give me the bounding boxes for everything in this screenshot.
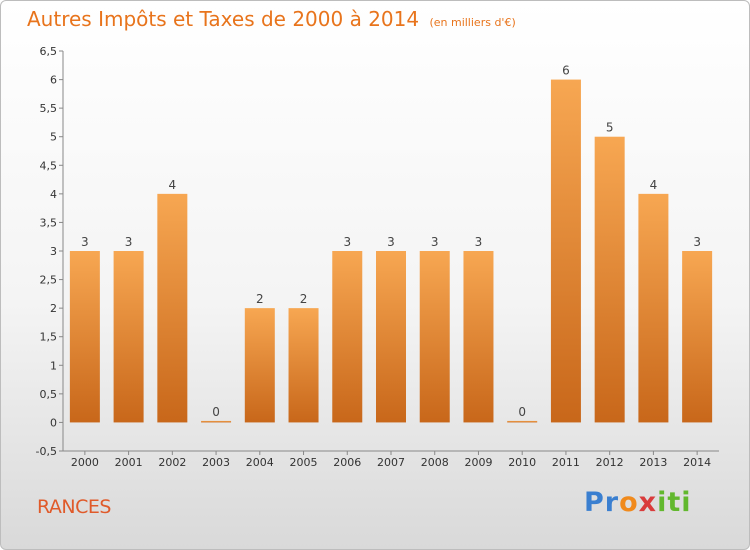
x-tick-label-2014: 2014	[683, 456, 711, 469]
chart-title: Autres Impôts et Taxes de 2000 à 2014 (e…	[27, 7, 516, 31]
chart-subtitle: (en milliers d'€)	[429, 16, 516, 29]
data-label-2009: 3	[475, 235, 483, 249]
x-tick-label-2008: 2008	[421, 456, 449, 469]
y-tick-label: 2,5	[40, 274, 58, 287]
data-label-2014: 3	[693, 235, 701, 249]
data-label-2007: 3	[387, 235, 395, 249]
y-tick-label: 4	[50, 188, 57, 201]
data-label-2000: 3	[81, 235, 89, 249]
x-tick-label-2011: 2011	[552, 456, 580, 469]
bars-group	[69, 79, 713, 423]
bar-2001	[113, 251, 144, 423]
y-tick-label: 3	[50, 245, 57, 258]
chart-title-text: Autres Impôts et Taxes de 2000 à 2014	[27, 7, 420, 31]
bar-2012	[594, 136, 625, 423]
x-tick-label-2007: 2007	[377, 456, 405, 469]
bar-2010	[507, 420, 538, 423]
x-tick-label-2005: 2005	[290, 456, 318, 469]
y-tick-label: 2	[50, 302, 57, 315]
y-tick-label: -0,5	[36, 445, 57, 458]
data-label-2002: 4	[169, 178, 177, 192]
y-tick-label: 0,5	[40, 388, 58, 401]
bar-2011	[550, 79, 581, 423]
bar-2006	[332, 251, 363, 423]
bar-2007	[376, 251, 406, 423]
bar-2002	[157, 193, 188, 423]
y-tick-label: 0	[50, 416, 57, 429]
bar-2014	[682, 251, 713, 423]
data-label-2005: 2	[300, 292, 308, 306]
x-tick-label-2001: 2001	[115, 456, 143, 469]
y-tick-label: 6	[50, 74, 57, 87]
bar-2013	[638, 193, 669, 423]
data-label-2010: 0	[518, 405, 526, 419]
y-tick-label: 5,5	[40, 102, 58, 115]
x-tick-label-2010: 2010	[508, 456, 536, 469]
bar-2000	[69, 251, 100, 423]
y-tick-label: 4,5	[40, 159, 58, 172]
x-tick-label-2004: 2004	[246, 456, 274, 469]
data-label-2011: 6	[562, 64, 570, 78]
x-tick-label-2006: 2006	[333, 456, 361, 469]
y-tick-label: 1,5	[40, 331, 58, 344]
x-tick-label-2009: 2009	[464, 456, 492, 469]
x-tick-label-2012: 2012	[596, 456, 624, 469]
x-tick-label-2003: 2003	[202, 456, 230, 469]
proxiti-logo: Proxiti	[584, 487, 692, 518]
data-label-2012: 5	[606, 121, 614, 135]
x-tick-label-2000: 2000	[71, 456, 99, 469]
bar-2009	[463, 251, 494, 423]
labels-group: 3 3 4 0 2 2 3 3 3 3 0 6 5 4 3	[81, 64, 701, 419]
y-tick-label: 6,5	[40, 45, 58, 58]
bar-2003	[201, 420, 232, 423]
y-tick-label: 3,5	[40, 216, 58, 229]
x-tick-label-2002: 2002	[158, 456, 186, 469]
data-label-2013: 4	[650, 178, 658, 192]
data-label-2001: 3	[125, 235, 133, 249]
bar-2004	[244, 308, 275, 423]
y-tick-label: 1	[50, 359, 57, 372]
data-label-2008: 3	[431, 235, 439, 249]
bar-2008	[419, 251, 450, 423]
x-tick-label-2013: 2013	[639, 456, 667, 469]
data-label-2006: 3	[343, 235, 351, 249]
y-tick-label: 5	[50, 131, 57, 144]
data-label-2003: 0	[212, 405, 220, 419]
bar-2005	[288, 308, 319, 423]
axes: -0,5 0 0,5 1 1,5 2 2,5 3 3,5 4 4,5 5 5,5 6 6,5 2000 2001…	[36, 45, 719, 469]
data-label-2004: 2	[256, 292, 264, 306]
town-name: RANCES	[37, 496, 111, 518]
